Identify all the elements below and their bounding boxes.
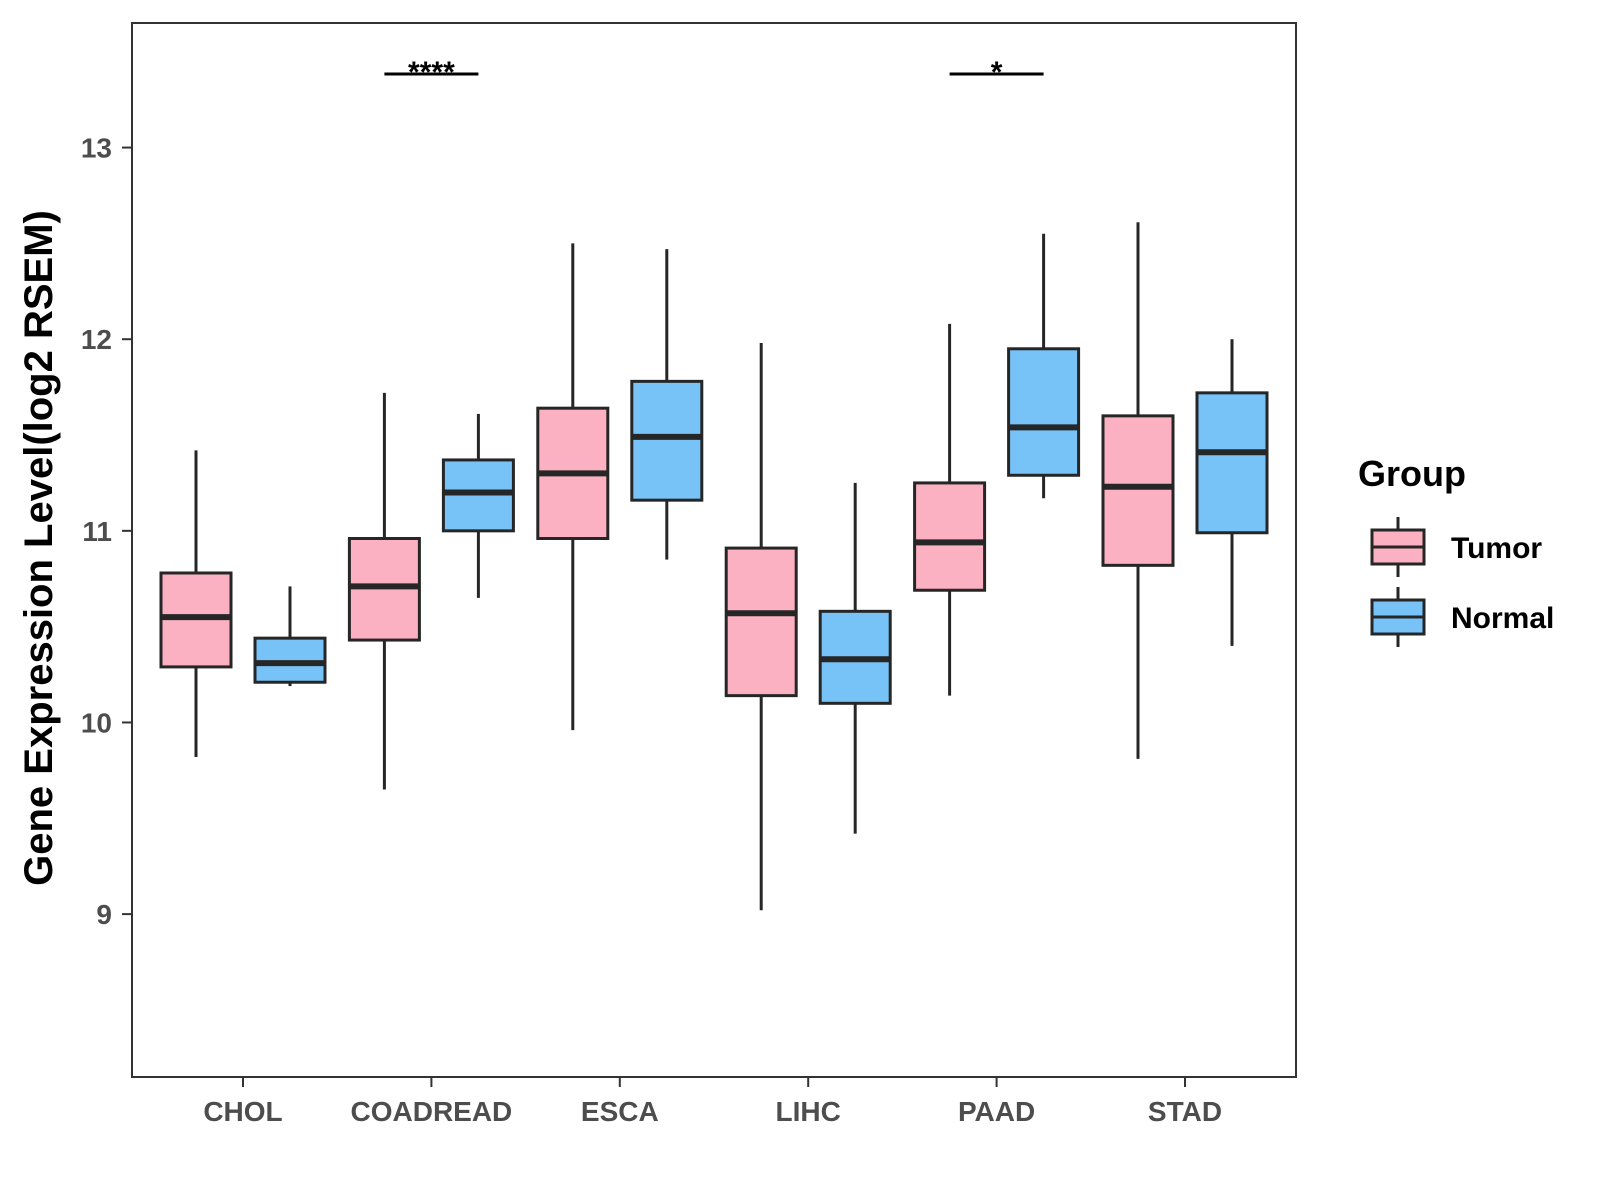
box-iqr [1195, 391, 1269, 535]
box-iqr [630, 379, 704, 502]
significance-label: * [991, 56, 1003, 89]
legend-label: Tumor [1451, 532, 1542, 565]
box-iqr [1101, 414, 1175, 567]
x-tick-label: CHOL [203, 1096, 282, 1127]
x-tick-label: COADREAD [351, 1096, 513, 1127]
significance-label: **** [408, 56, 455, 89]
box-tumor-stad [1101, 222, 1175, 759]
y-tick-label: 9 [96, 899, 112, 930]
box-tumor-lihc [724, 343, 798, 911]
x-tick-label: STAD [1148, 1096, 1222, 1127]
box-iqr [724, 546, 798, 698]
plot-border [131, 22, 1297, 1078]
box-normal-chol [253, 586, 327, 687]
x-tick-label: LIHC [776, 1096, 841, 1127]
box-tumor-esca [536, 243, 610, 731]
legend-title: Group [1358, 453, 1466, 494]
legend-item-tumor: Tumor [1370, 517, 1542, 577]
box-tumor-paad [913, 323, 987, 696]
box-normal-esca [630, 249, 704, 560]
y-tick-label: 12 [81, 324, 112, 355]
box-tumor-coadread [347, 392, 421, 790]
legend-item-normal: Normal [1370, 587, 1554, 647]
y-tick-label: 10 [81, 707, 112, 738]
box-iqr [1007, 347, 1081, 477]
box-normal-lihc [818, 482, 892, 834]
x-tick-label: ESCA [581, 1096, 659, 1127]
box-iqr [913, 481, 987, 592]
box-normal-stad [1195, 339, 1269, 646]
legend-label: Normal [1451, 602, 1554, 635]
x-tick-label: PAAD [958, 1096, 1035, 1127]
y-tick-label: 13 [81, 133, 112, 164]
y-tick-label: 11 [82, 516, 112, 547]
box-normal-coadread [441, 413, 515, 598]
box-normal-paad [1007, 233, 1081, 499]
legend: Group Tumor Normal [1358, 453, 1554, 647]
box-tumor-chol [159, 450, 233, 757]
y-axis-label: Gene Expression Level(log2 RSEM) [17, 210, 61, 886]
